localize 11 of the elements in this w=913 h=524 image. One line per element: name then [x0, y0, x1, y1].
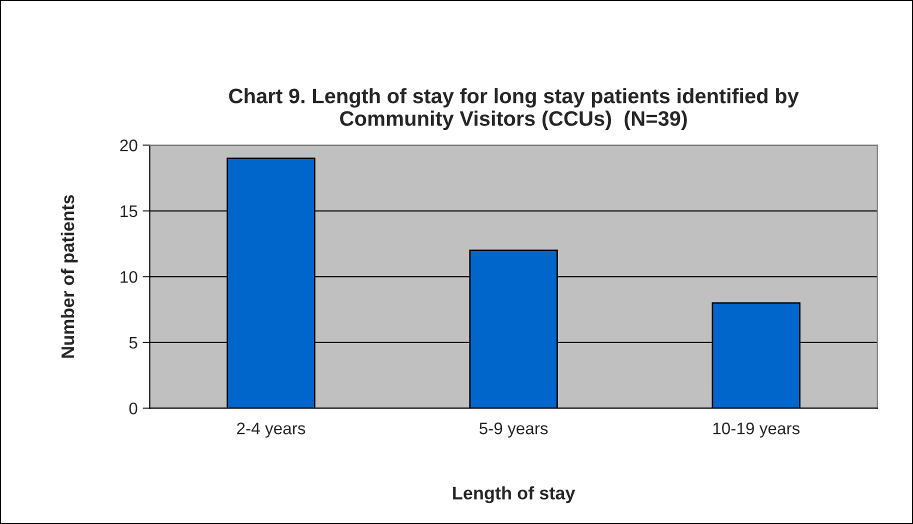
y-tick-label: 20	[120, 140, 138, 152]
y-tick-label: 0	[129, 402, 138, 414]
x-tick-label: 2-4 years	[237, 422, 306, 438]
x-tick-label: 10-19 years	[713, 422, 800, 438]
y-axis-title: Number of patients	[60, 195, 78, 358]
x-tick-label: 5-9 years	[479, 422, 548, 438]
y-tick-label: 10	[120, 271, 138, 283]
y-tick-label: 5	[129, 337, 138, 349]
x-axis-title: Length of stay	[453, 486, 576, 504]
y-tick-label: 15	[120, 205, 138, 218]
chart-title: Chart 9. Length of stay for long stay patients identified by Community Visitors (CCUs) (N=39)	[229, 88, 799, 130]
